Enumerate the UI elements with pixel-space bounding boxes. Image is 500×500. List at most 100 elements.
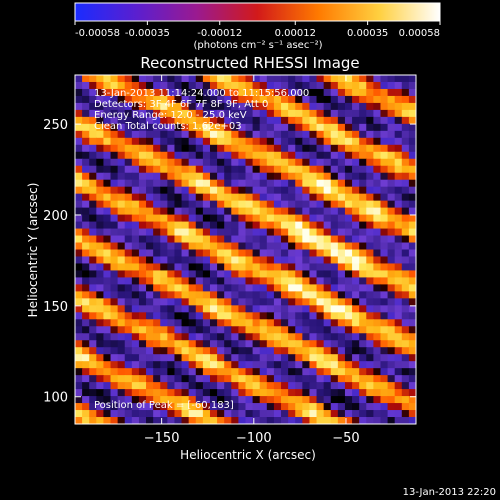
heatmap-cell xyxy=(273,137,282,146)
heatmap-cell xyxy=(167,347,176,355)
heatmap-cell xyxy=(124,123,133,132)
heatmap-cell xyxy=(89,151,97,160)
heatmap-cell xyxy=(82,88,90,97)
heatmap-cell xyxy=(387,102,396,111)
heatmap-cell xyxy=(89,165,97,174)
heatmap-cell xyxy=(231,144,239,153)
heatmap-cell xyxy=(181,375,190,383)
heatmap-cell xyxy=(231,130,239,139)
heatmap-cell xyxy=(408,389,416,397)
heatmap-cell xyxy=(146,88,154,97)
heatmap-cell xyxy=(252,361,261,369)
heatmap-cell xyxy=(89,158,97,167)
heatmap-cell xyxy=(217,151,225,160)
heatmap-cell xyxy=(209,165,218,174)
heatmap-cell xyxy=(75,333,83,341)
heatmap-cell xyxy=(380,221,389,230)
heatmap-cell xyxy=(131,221,140,230)
heatmap-cell xyxy=(195,403,204,411)
heatmap-cell xyxy=(316,207,325,216)
heatmap-cell xyxy=(96,172,105,181)
heatmap-cell xyxy=(217,319,225,327)
heatmap-cell xyxy=(174,326,183,334)
heatmap-cell xyxy=(167,235,176,244)
heatmap-cell xyxy=(167,368,176,376)
heatmap-cell xyxy=(153,221,161,230)
heatmap-cell xyxy=(387,81,396,90)
heatmap-cell xyxy=(394,242,403,251)
heatmap-cell xyxy=(273,179,282,188)
heatmap-cell xyxy=(82,116,90,125)
heatmap-cell xyxy=(309,214,318,223)
heatmap-cell xyxy=(295,263,303,272)
heatmap-cell xyxy=(330,263,339,272)
heatmap-cell xyxy=(394,312,403,320)
heatmap-cell xyxy=(103,396,112,404)
heatmap-cell xyxy=(288,221,296,230)
heatmap-cell xyxy=(394,186,403,195)
heatmap-cell xyxy=(352,88,360,97)
heatmap-cell xyxy=(96,75,105,83)
heatmap-cell xyxy=(380,417,389,424)
heatmap-cell xyxy=(387,347,396,355)
heatmap-cell xyxy=(309,186,318,195)
heatmap-cell xyxy=(401,410,410,418)
heatmap-cell xyxy=(359,361,367,369)
heatmap-cell xyxy=(131,214,140,223)
heatmap-cell xyxy=(373,95,382,104)
heatmap-cell xyxy=(167,151,176,160)
colorbar-tick-label: 0.00058 xyxy=(399,28,440,39)
heatmap-cell xyxy=(302,326,311,334)
heatmap-cell xyxy=(288,151,296,160)
heatmap-cell xyxy=(96,263,105,272)
heatmap-cell xyxy=(380,410,389,418)
heatmap-cell xyxy=(231,186,239,195)
heatmap-cell xyxy=(337,214,346,223)
heatmap-cell xyxy=(295,340,303,348)
heatmap-cell xyxy=(252,123,261,132)
heatmap-cell xyxy=(138,354,147,362)
heatmap-cell xyxy=(75,95,83,104)
heatmap-cell xyxy=(259,109,268,118)
heatmap-cell xyxy=(330,298,339,306)
heatmap-cell xyxy=(160,95,168,104)
heatmap-cell xyxy=(96,417,105,424)
heatmap-cell xyxy=(110,291,119,299)
heatmap-cell xyxy=(195,158,204,167)
heatmap-cell xyxy=(337,347,346,355)
heatmap-cell xyxy=(217,235,225,244)
heatmap-cell xyxy=(266,165,275,174)
heatmap-cell xyxy=(401,354,410,362)
heatmap-cell xyxy=(96,375,105,383)
heatmap-cell xyxy=(110,109,119,118)
heatmap-cell xyxy=(259,389,268,397)
heatmap-cell xyxy=(209,151,218,160)
heatmap-cell xyxy=(103,214,112,223)
heatmap-cell xyxy=(124,389,133,397)
heatmap-cell xyxy=(281,158,289,167)
heatmap-cell xyxy=(153,256,161,265)
heatmap-cell xyxy=(224,186,232,195)
heatmap-cell xyxy=(344,102,353,111)
heatmap-cell xyxy=(153,123,161,132)
heatmap-cell xyxy=(117,333,126,341)
heatmap-cell xyxy=(366,200,374,209)
heatmap-cell xyxy=(245,186,254,195)
heatmap-cell xyxy=(103,319,112,327)
heatmap-cell xyxy=(217,109,225,118)
heatmap-cell xyxy=(82,417,90,424)
heatmap-cell xyxy=(110,116,119,125)
heatmap-cell xyxy=(174,354,183,362)
heatmap-cell xyxy=(245,151,254,160)
heatmap-cell xyxy=(408,403,416,411)
heatmap-cell xyxy=(387,403,396,411)
heatmap-cell xyxy=(188,389,197,397)
heatmap-cell xyxy=(131,410,140,418)
heatmap-cell xyxy=(344,298,353,306)
heatmap-cell xyxy=(359,200,367,209)
heatmap-cell xyxy=(323,207,332,216)
heatmap-cell xyxy=(117,81,126,90)
heatmap-cell xyxy=(110,130,119,139)
heatmap-cell xyxy=(124,410,133,418)
